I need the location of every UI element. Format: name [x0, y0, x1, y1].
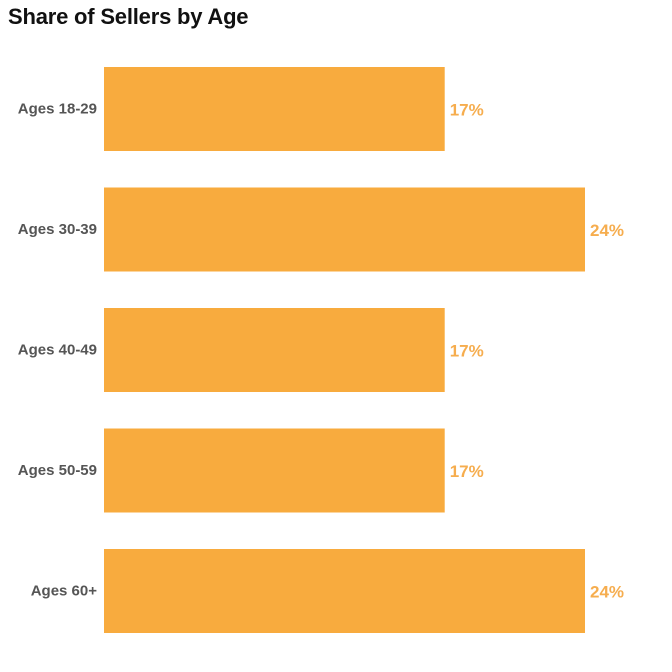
- value-label-4: 24%: [590, 583, 624, 602]
- bar-2: [104, 308, 445, 392]
- category-label-3: Ages 50-59: [18, 462, 97, 479]
- value-label-0: 17%: [450, 101, 484, 120]
- category-label-2: Ages 40-49: [18, 342, 97, 359]
- bar-1: [104, 187, 585, 272]
- value-label-2: 17%: [450, 342, 484, 361]
- bar-3: [104, 428, 445, 513]
- value-label-3: 17%: [450, 462, 484, 481]
- chart-title: Share of Sellers by Age: [8, 4, 249, 29]
- bar-4: [104, 549, 585, 633]
- category-label-1: Ages 30-39: [18, 221, 97, 238]
- bar-0: [104, 67, 445, 151]
- value-label-1: 24%: [590, 221, 624, 240]
- category-label-0: Ages 18-29: [18, 101, 97, 118]
- category-label-4: Ages 60+: [31, 583, 98, 600]
